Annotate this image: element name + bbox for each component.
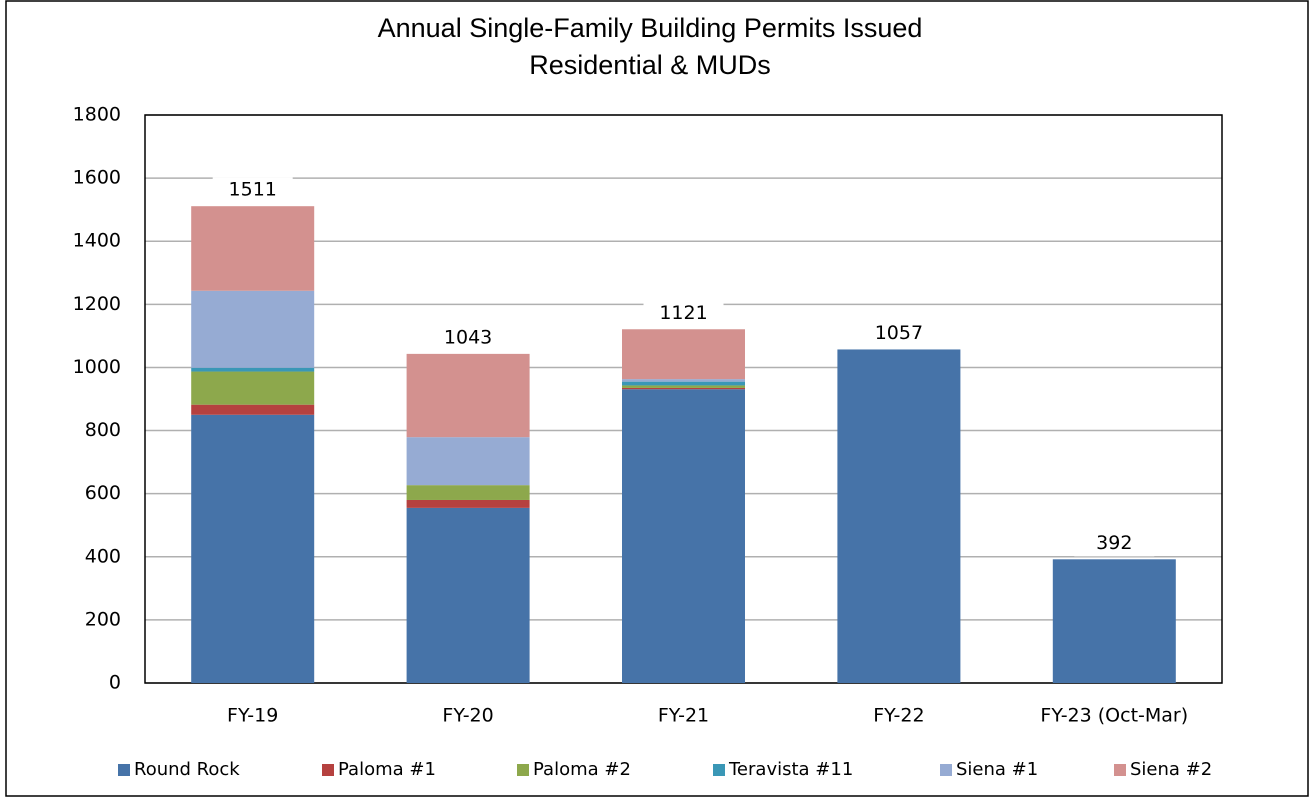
y-tick-label: 0: [109, 672, 121, 694]
total-label: 1057: [875, 322, 923, 344]
y-tick-label: 600: [85, 482, 121, 504]
bar-segment: [622, 381, 745, 386]
legend-label: Paloma #2: [533, 759, 631, 780]
total-label: 1121: [659, 302, 707, 324]
legend-swatch: [940, 764, 952, 776]
legend-label: Paloma #1: [338, 759, 436, 780]
total-label: 1511: [229, 179, 277, 201]
bar-segment: [191, 404, 315, 415]
bar-segment: [622, 379, 745, 382]
x-tick-label: FY-22: [873, 705, 924, 727]
bar-segment: [1052, 559, 1176, 683]
x-tick-label: FY-19: [227, 705, 278, 727]
bar-segment: [191, 206, 315, 291]
legend-label: Siena #2: [1130, 759, 1212, 780]
total-label-bg: [858, 320, 939, 347]
legend-label: Teravista #11: [728, 759, 853, 780]
total-label: 392: [1096, 532, 1132, 554]
chart-title: Annual Single-Family Building Permits Is…: [378, 13, 923, 43]
bar-segment: [622, 387, 745, 390]
bar-segment: [191, 367, 315, 372]
legend-swatch: [118, 764, 130, 776]
y-tick-label: 1000: [73, 356, 121, 378]
y-tick-label: 800: [85, 419, 121, 441]
total-label-bg: [1074, 530, 1155, 557]
y-tick-label: 400: [85, 545, 121, 567]
y-tick-label: 1400: [73, 230, 121, 252]
chart-subtitle: Residential & MUDs: [529, 50, 771, 80]
bar-segment: [191, 290, 315, 368]
total-label-bg: [212, 177, 293, 204]
legend-label: Siena #1: [956, 759, 1038, 780]
y-tick-label: 200: [85, 608, 121, 630]
x-tick-label: FY-20: [442, 705, 493, 727]
y-tick-label: 1200: [73, 293, 121, 315]
bar-segment: [191, 414, 315, 683]
bar-segment: [406, 353, 530, 438]
bar-segment: [406, 437, 530, 486]
legend-label: Round Rock: [134, 759, 240, 780]
bar-segment: [406, 499, 530, 508]
bar-segment: [406, 485, 530, 500]
legend-swatch: [322, 764, 334, 776]
total-label: 1043: [444, 326, 492, 348]
legend-swatch: [517, 764, 529, 776]
bar-segment: [837, 349, 961, 683]
legend-swatch: [713, 764, 725, 776]
bar-segment: [622, 329, 745, 380]
total-label-bg: [643, 300, 724, 327]
x-tick-label: FY-21: [658, 705, 709, 727]
bar-segment: [406, 507, 530, 683]
bar-segment: [622, 389, 745, 683]
y-tick-label: 1600: [73, 167, 121, 189]
y-tick-label: 1800: [73, 104, 121, 126]
total-label-bg: [428, 324, 509, 351]
legend-swatch: [1114, 764, 1126, 776]
bar-segment: [191, 371, 315, 405]
bar-segment: [622, 385, 745, 388]
x-tick-label: FY-23 (Oct-Mar): [1040, 705, 1188, 727]
